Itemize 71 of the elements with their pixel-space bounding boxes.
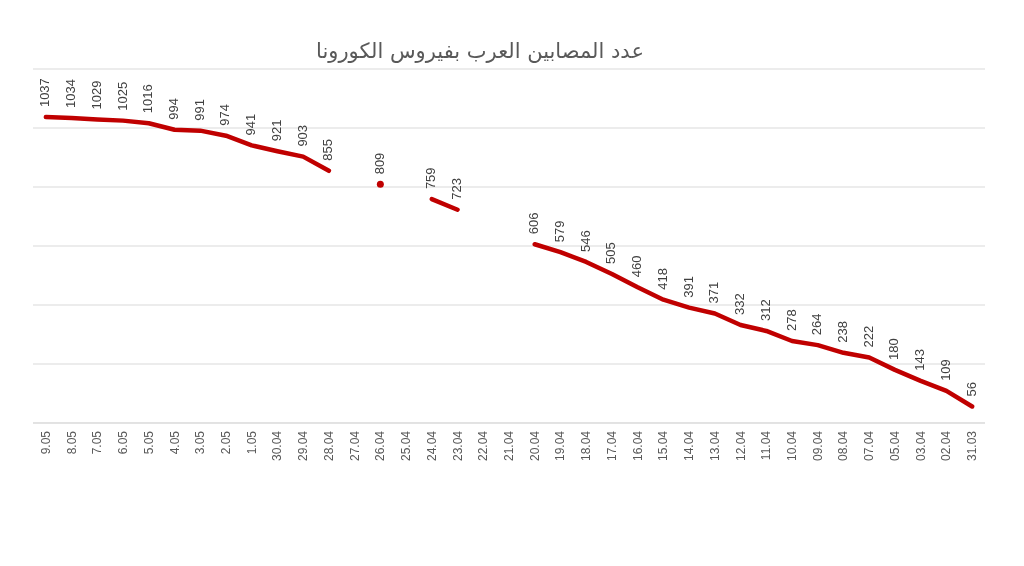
- x-tick-label: 30.04: [270, 430, 285, 462]
- x-tick-label: 5.05: [141, 430, 156, 455]
- x-tick-label: 20.04: [527, 430, 542, 462]
- x-tick-label: 09.04: [810, 430, 825, 462]
- data-label: 109: [937, 359, 953, 381]
- x-tick-label: 13.04: [707, 430, 722, 462]
- data-label: 974: [217, 103, 233, 126]
- data-label: 332: [732, 293, 748, 316]
- x-tick-label: 03.04: [913, 430, 928, 462]
- data-label: 505: [603, 242, 619, 265]
- data-label: 606: [526, 212, 542, 235]
- data-label: 180: [886, 338, 902, 360]
- x-tick-label: 05.04: [887, 430, 902, 462]
- data-label: 921: [268, 119, 284, 142]
- data-label: 312: [757, 299, 773, 321]
- data-label: 941: [243, 113, 259, 136]
- x-tick-label: 8.05: [64, 430, 79, 455]
- x-tick-label: 7.05: [90, 430, 105, 455]
- x-tick-label: 3.05: [193, 430, 208, 455]
- data-label: 460: [629, 255, 645, 278]
- x-tick-label: 10.04: [785, 430, 800, 462]
- data-label: 991: [191, 98, 207, 121]
- data-label: 56: [963, 382, 979, 397]
- x-tick-label: 07.04: [862, 430, 877, 462]
- x-tick-label: 25.04: [399, 430, 414, 462]
- x-tick-label: 23.04: [450, 430, 465, 462]
- data-label: 1029: [88, 80, 104, 110]
- data-label: 1037: [37, 78, 53, 108]
- data-label: 1034: [63, 79, 79, 108]
- data-label: 1016: [140, 84, 156, 114]
- x-tick-label: 22.04: [476, 430, 491, 462]
- data-label: 371: [706, 281, 722, 304]
- data-label: 418: [654, 267, 670, 290]
- x-tick-label: 2.05: [218, 430, 233, 455]
- data-label: 1025: [114, 81, 130, 111]
- x-tick-label: 02.04: [939, 430, 954, 462]
- data-label: 723: [449, 178, 465, 200]
- data-label: 391: [680, 275, 696, 298]
- data-label: 222: [860, 325, 876, 348]
- x-tick-label: 15.04: [656, 430, 671, 462]
- data-label: 759: [423, 167, 439, 190]
- x-tick-label: 31.03: [965, 430, 980, 462]
- x-tick-label: 28.04: [321, 430, 336, 462]
- x-tick-label: 6.05: [116, 430, 131, 455]
- data-label: 278: [783, 309, 799, 331]
- data-label: 264: [809, 313, 825, 336]
- x-tick-label: 12.04: [733, 430, 748, 462]
- data-label: 809: [371, 152, 387, 175]
- x-tick-label: 24.04: [424, 430, 439, 462]
- chart-title: عدد المصابين العرب بفيروس الكورونا: [316, 39, 644, 63]
- x-tick-label: 17.04: [604, 430, 619, 462]
- x-tick-label: 26.04: [373, 430, 388, 462]
- x-tick-label: 14.04: [682, 430, 697, 462]
- x-tick-label: 21.04: [502, 430, 516, 462]
- data-label: 579: [551, 220, 567, 243]
- x-tick-label: 27.04: [347, 430, 362, 462]
- x-tick-label: 4.05: [167, 430, 182, 455]
- data-label: 855: [320, 139, 336, 161]
- x-tick-label: 18.04: [579, 430, 594, 462]
- data-label: 903: [294, 124, 310, 147]
- x-tick-label: 29.04: [296, 430, 311, 462]
- x-tick-label: 9.05: [38, 430, 53, 455]
- x-tick-label: 11.04: [759, 430, 774, 461]
- x-tick-label: 16.04: [630, 430, 645, 462]
- data-label: 143: [912, 349, 928, 371]
- data-label: 238: [834, 321, 850, 343]
- x-tick-label: 08.04: [836, 430, 851, 462]
- x-tick-label: 1.05: [244, 430, 259, 455]
- x-tick-label: 19.04: [553, 430, 568, 462]
- data-label: 546: [577, 230, 593, 252]
- data-label: 994: [166, 98, 182, 120]
